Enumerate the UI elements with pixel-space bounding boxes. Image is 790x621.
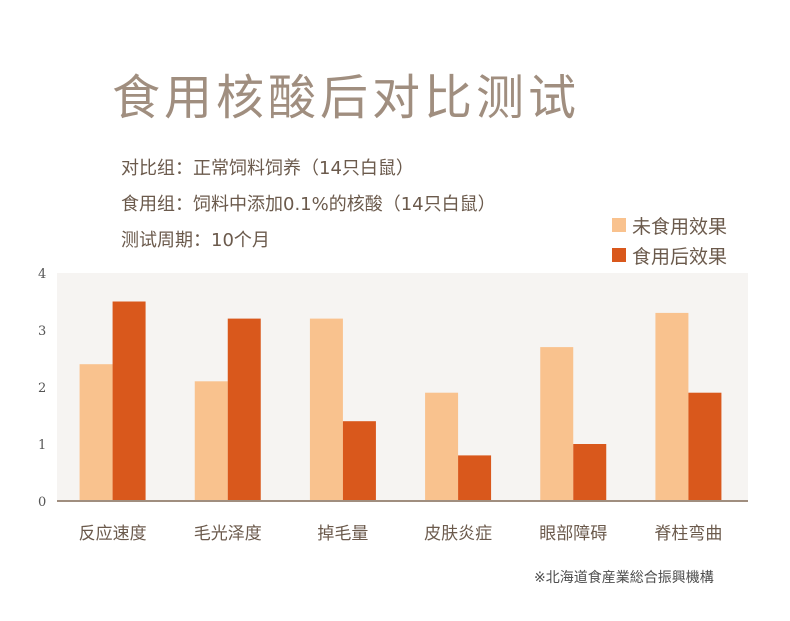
legend-label-after: 食用后效果 [632,245,728,268]
bar-before [194,381,228,501]
test-period-info: 测试周期：10个月 [121,230,270,251]
legend-item-after: 食用后效果 [612,240,727,270]
x-category-label: 皮肤炎症 [424,524,492,544]
x-category-label: 掉毛量 [317,524,368,544]
legend-item-before: 未食用效果 [612,210,727,240]
control-group-info: 对比组：正常饲料饲养（14只白鼠） [121,158,414,179]
test-group-info: 食用组：饲料中添加0.1%的核酸（14只白鼠） [121,194,496,215]
bar-after [342,421,376,501]
bar-after [688,392,722,501]
y-tick-label: 1 [38,438,46,453]
y-tick-label: 3 [38,324,46,339]
x-category-label: 眼部障碍 [539,524,607,544]
bar-before [79,364,113,501]
bar-after [227,318,261,501]
x-category-label: 毛光泽度 [194,524,262,544]
bar-after [112,301,146,501]
y-tick-label: 2 [38,381,46,396]
bar-before [425,392,459,501]
y-tick-label: 0 [38,495,46,510]
legend-label-before: 未食用效果 [632,215,728,238]
legend-swatch-before [612,218,626,232]
x-category-label: 反应速度 [79,524,147,544]
chart-title: 食用核酸后对比测试 [112,70,581,126]
plot-background [57,273,748,501]
bar-after [458,455,492,501]
bar-before [655,312,689,501]
legend-swatch-after [612,248,626,262]
source-note: ※北海道食産業総合振興機構 [534,570,714,586]
x-category-label: 脊柱弯曲 [654,524,722,544]
bar-before [540,347,574,501]
legend: 未食用效果 食用后效果 [612,210,727,270]
bar-after [573,444,607,501]
bar-before [309,318,343,501]
y-tick-label: 4 [38,267,46,282]
